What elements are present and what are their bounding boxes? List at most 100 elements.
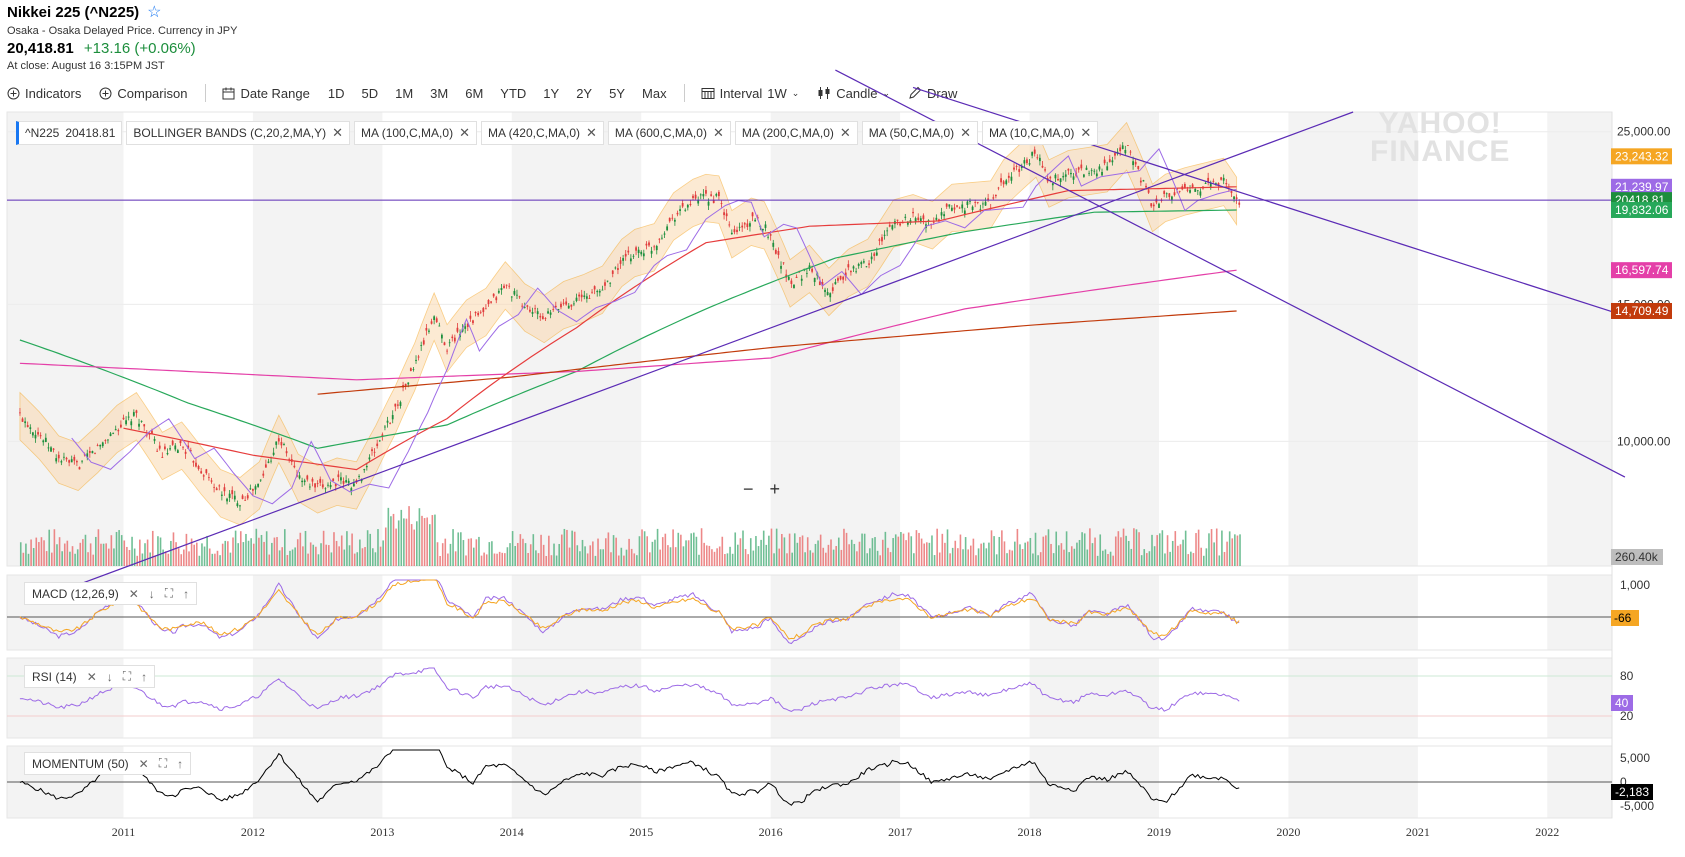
candle-body bbox=[96, 445, 99, 446]
range-1m[interactable]: 1M bbox=[395, 85, 414, 101]
range-2y[interactable]: 2Y bbox=[576, 85, 593, 101]
volume-bar bbox=[1158, 533, 1161, 566]
candle-body bbox=[308, 486, 311, 488]
arrow-up-icon[interactable]: ↑ bbox=[141, 669, 148, 684]
legend-study[interactable]: MA (50,C,MA,0) ✕ bbox=[861, 121, 979, 145]
candle-body bbox=[1033, 149, 1036, 154]
volume-bar bbox=[177, 548, 180, 566]
legend-study[interactable]: MA (200,C,MA,0) ✕ bbox=[734, 121, 858, 145]
year-band bbox=[1547, 575, 1612, 650]
volume-bar bbox=[491, 541, 493, 566]
candle-body bbox=[1186, 189, 1189, 191]
legend-symbol[interactable]: ^N225 20418.81 bbox=[16, 121, 123, 145]
volume-bar bbox=[661, 537, 664, 566]
legend-study[interactable]: MA (100,C,MA,0) ✕ bbox=[354, 121, 477, 145]
year-band bbox=[1288, 575, 1418, 650]
volume-bar bbox=[271, 542, 273, 566]
close-icon[interactable]: ✕ bbox=[839, 125, 851, 140]
candle-body bbox=[676, 212, 679, 215]
volume-bar bbox=[832, 549, 835, 566]
draw-button[interactable]: Draw bbox=[908, 86, 957, 101]
volume-bar bbox=[747, 554, 749, 566]
candle-body bbox=[37, 432, 39, 435]
star-icon[interactable]: ☆ bbox=[147, 4, 162, 21]
candle-body bbox=[1127, 145, 1129, 146]
volume-bar bbox=[384, 527, 387, 566]
interval-dropdown[interactable]: Interval 1W ⌄ bbox=[701, 86, 799, 101]
volume-bar bbox=[405, 518, 408, 566]
date-range-button[interactable]: Date Range bbox=[222, 86, 310, 101]
legend-study[interactable]: MA (10,C,MA,0) ✕ bbox=[982, 121, 1099, 145]
close-icon[interactable]: ✕ bbox=[459, 125, 470, 140]
range-6m[interactable]: 6M bbox=[465, 85, 484, 101]
candle-body bbox=[1129, 151, 1132, 153]
indicators-button[interactable]: Indicators bbox=[7, 86, 81, 101]
range-1y[interactable]: 1Y bbox=[543, 85, 560, 101]
volume-bar bbox=[1122, 528, 1125, 566]
candle-body bbox=[834, 281, 837, 285]
arrow-up-icon[interactable]: ↑ bbox=[183, 586, 190, 601]
range-3m[interactable]: 3M bbox=[430, 85, 449, 101]
close-icon[interactable]: ✕ bbox=[586, 125, 597, 140]
range-1d[interactable]: 1D bbox=[327, 85, 345, 101]
candle-body bbox=[865, 266, 868, 268]
candle-body bbox=[231, 490, 234, 495]
chart-type-dropdown[interactable]: Candle ⌄ bbox=[817, 86, 890, 101]
volume-bar bbox=[755, 536, 757, 566]
volume-bar bbox=[154, 555, 157, 566]
comparison-button[interactable]: Comparison bbox=[99, 86, 187, 101]
candle-body bbox=[1189, 190, 1191, 193]
volume-bar bbox=[247, 540, 250, 566]
close-icon[interactable]: ✕ bbox=[86, 669, 97, 684]
candle-body bbox=[117, 430, 120, 432]
volume-bar bbox=[478, 536, 480, 566]
candle-body bbox=[407, 382, 410, 385]
candle-body bbox=[692, 195, 694, 198]
legend-study[interactable]: MA (420,C,MA,0) ✕ bbox=[480, 121, 604, 145]
legend-study[interactable]: MA (600,C,MA,0) ✕ bbox=[607, 121, 731, 145]
arrow-down-icon[interactable]: ↓ bbox=[148, 586, 155, 601]
expand-icon[interactable]: ⛶ bbox=[164, 586, 174, 600]
moving-average-line bbox=[19, 269, 1237, 381]
volume-bar bbox=[793, 533, 796, 566]
zoom-out-button[interactable]: − bbox=[743, 479, 754, 499]
close-icon[interactable]: ✕ bbox=[128, 586, 139, 601]
close-icon[interactable]: ✕ bbox=[332, 125, 344, 140]
range-5y[interactable]: 5Y bbox=[609, 85, 626, 101]
volume-bar bbox=[555, 555, 558, 566]
volume-bar bbox=[38, 542, 40, 566]
arrow-up-icon[interactable]: ↑ bbox=[177, 756, 184, 771]
chart-type-label: Candle bbox=[836, 85, 878, 101]
candle-body bbox=[813, 277, 816, 283]
candle-body bbox=[368, 457, 371, 460]
volume-bar bbox=[485, 554, 488, 566]
volume-bar bbox=[871, 538, 874, 566]
candle-body bbox=[844, 272, 847, 277]
expand-icon[interactable]: ⛶ bbox=[158, 756, 168, 770]
price-line: 20,418.81 +13.16 (+0.06%) bbox=[7, 40, 237, 57]
volume-bar bbox=[203, 546, 206, 566]
range-5d[interactable]: 5D bbox=[361, 85, 379, 101]
close-icon[interactable]: ✕ bbox=[138, 756, 149, 771]
zoom-in-button[interactable]: + bbox=[769, 479, 781, 499]
candle-body bbox=[1080, 164, 1083, 169]
volume-bar bbox=[343, 549, 346, 566]
volume-bar bbox=[1143, 549, 1146, 566]
close-icon[interactable]: ✕ bbox=[960, 125, 972, 140]
study-label: MA (100,C,MA,0) bbox=[361, 126, 454, 140]
volume-bar bbox=[498, 551, 501, 566]
volume-bar bbox=[278, 550, 281, 566]
volume-bar bbox=[1024, 542, 1026, 566]
candle-body bbox=[868, 263, 870, 265]
rsi-panel-label: RSI (14) ✕ ↓ ⛶ ↑ bbox=[24, 665, 156, 688]
arrow-down-icon[interactable]: ↓ bbox=[106, 669, 113, 684]
range-max[interactable]: Max bbox=[642, 85, 667, 101]
candle-body bbox=[179, 440, 182, 444]
expand-icon[interactable]: ⛶ bbox=[122, 669, 132, 683]
close-icon[interactable]: ✕ bbox=[1080, 125, 1092, 140]
volume-bar bbox=[936, 528, 938, 566]
close-icon[interactable]: ✕ bbox=[712, 125, 724, 140]
range-ytd[interactable]: YTD bbox=[500, 85, 527, 101]
legend-study[interactable]: BOLLINGER BANDS (C,20,2,MA,Y) ✕ bbox=[126, 121, 351, 145]
